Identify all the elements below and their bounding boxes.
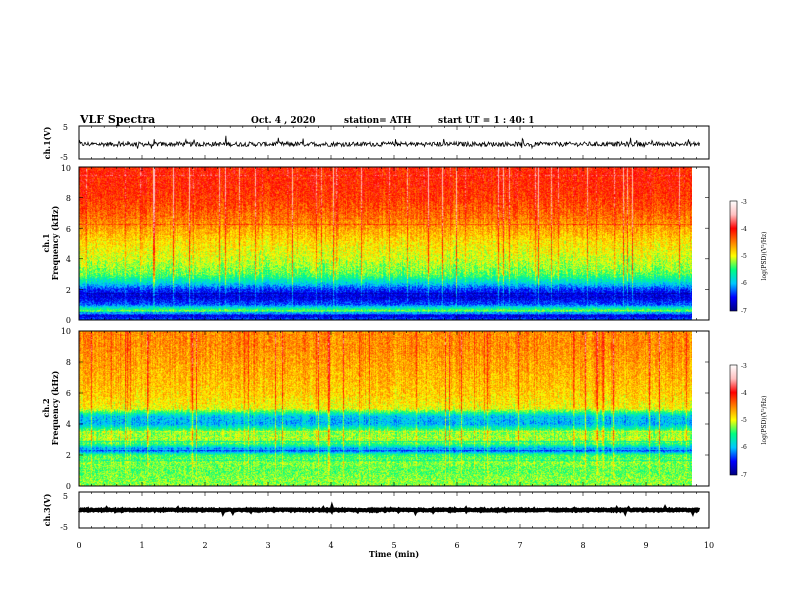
x-tick-label-1: 1 [139, 541, 144, 550]
cbar2-tick-m5: -5 [741, 417, 747, 424]
x-tick-label-0: 0 [76, 541, 81, 550]
ch2-colorbar [729, 364, 738, 476]
ch3-ytick-bottom: -5 [60, 523, 68, 532]
ch3-trace [78, 501, 701, 518]
x-tick-label-9: 9 [643, 541, 648, 550]
ch1-spectrogram-yticklabels: 0 2 4 6 8 10 [61, 164, 71, 325]
cbar1-label: log(PSD)(V²/Hz) [761, 232, 768, 281]
ch1-xticks [78, 126, 710, 159]
spec1-ytick-8: 8 [66, 194, 71, 203]
spec2-ytick-6: 6 [66, 389, 71, 398]
x-axis-tick-labels: 0 1 2 3 4 5 6 7 8 9 10 [76, 541, 714, 550]
header-station: station= ATH [344, 116, 412, 126]
ch3-ticks [78, 492, 710, 528]
spec2-ytick-0: 0 [66, 482, 71, 491]
ch2-spectrogram-yticklabels: 0 2 4 6 8 10 [61, 327, 71, 491]
spec2-ytick-4: 4 [66, 420, 71, 429]
spec1-ytick-2: 2 [66, 286, 71, 295]
header-date: Oct. 4 , 2020 [251, 116, 315, 126]
spec1-ytick-0: 0 [66, 316, 71, 325]
ch1-spectrogram-image [79, 167, 692, 320]
ch1-spectrogram-ticks [78, 166, 710, 321]
spec2-ylabel-channel: ch.2 [41, 398, 51, 417]
spec2-ytick-8: 8 [66, 358, 71, 367]
ch2-spectrogram-panel: 0 2 4 6 8 10 ch.2 Frequency (kHz) -3 -4 … [41, 327, 768, 491]
cbar1-tick-m6: -6 [741, 280, 747, 287]
spec1-ytick-10: 10 [61, 164, 71, 173]
ch2-colorbar-ticks: -3 -4 -5 -6 -7 [741, 363, 747, 479]
spec2-ylabel-frequency: Frequency (kHz) [50, 370, 60, 445]
spec1-ylabel-channel: ch.1 [41, 233, 51, 252]
header-start-time: start UT = 1 : 40: 1 [438, 116, 535, 126]
cbar1-tick-m3: -3 [741, 199, 747, 206]
ch1-ytick-top: 5 [63, 123, 68, 132]
ch1-ytick-bottom: -5 [60, 153, 68, 162]
x-tick-label-3: 3 [265, 541, 270, 550]
ch3-waveform-panel: 5 -5 ch.3(V) [42, 491, 710, 532]
cbar1-tick-m7: -7 [741, 308, 747, 315]
chart-title: VLF Spectra [79, 113, 155, 126]
cbar2-tick-m6: -6 [741, 444, 747, 451]
x-tick-label-4: 4 [328, 541, 333, 550]
ch1-trace [78, 135, 700, 150]
spec1-ylabel-frequency: Frequency (kHz) [50, 205, 60, 280]
x-axis-label: Time (min) [369, 549, 419, 559]
ch1-spectrogram-panel: 0 2 4 6 8 10 ch.1 Frequency (kHz) -3 -4 … [41, 164, 768, 325]
cbar2-tick-m7: -7 [741, 472, 747, 479]
cbar1-tick-m4: -4 [741, 226, 747, 233]
ch1-colorbar-ticks: -3 -4 -5 -6 -7 [741, 199, 747, 315]
x-tick-label-10: 10 [704, 541, 714, 550]
spec2-ytick-10: 10 [61, 327, 71, 336]
ch3-ytick-top: 5 [63, 492, 68, 501]
ch1-ylabel: ch.1(V) [42, 126, 52, 159]
cbar2-tick-m4: -4 [741, 390, 747, 397]
x-tick-label-8: 8 [580, 541, 585, 550]
cbar2-label: log(PSD)(V²/Hz) [761, 396, 768, 445]
spec2-ytick-2: 2 [66, 451, 71, 460]
ch1-waveform-panel: 5 -5 ch.1(V) [42, 123, 710, 162]
x-tick-label-5: 5 [391, 541, 396, 550]
x-tick-label-7: 7 [517, 541, 522, 550]
cbar2-tick-m3: -3 [741, 363, 747, 370]
ch1-colorbar [729, 200, 738, 312]
ch2-spectrogram-image [79, 331, 692, 486]
x-tick-label-6: 6 [454, 541, 459, 550]
spec1-ytick-4: 4 [66, 255, 71, 264]
spec1-ytick-6: 6 [66, 225, 71, 234]
ch2-spectrogram-ticks [78, 330, 710, 487]
x-tick-label-2: 2 [202, 541, 207, 550]
cbar1-tick-m5: -5 [741, 253, 747, 260]
ch3-ylabel: ch.3(V) [42, 493, 52, 526]
